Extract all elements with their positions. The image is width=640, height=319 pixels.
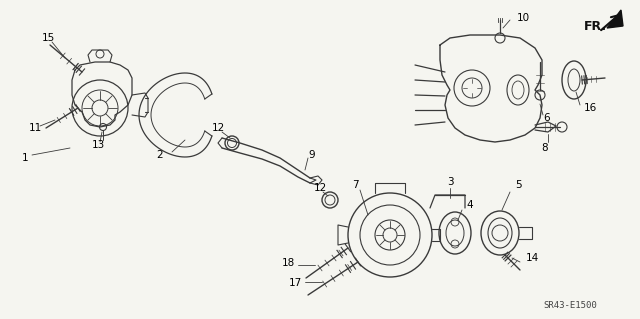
Text: 2: 2 [157, 150, 163, 160]
Polygon shape [607, 10, 623, 28]
Text: 16: 16 [584, 103, 596, 113]
Text: 18: 18 [282, 258, 294, 268]
Text: 5: 5 [515, 180, 522, 190]
Text: 8: 8 [541, 143, 548, 153]
Text: 13: 13 [92, 140, 104, 150]
Text: FR.: FR. [584, 19, 607, 33]
Text: 9: 9 [308, 150, 316, 160]
Text: 4: 4 [467, 200, 474, 210]
Text: 11: 11 [28, 123, 42, 133]
FancyArrowPatch shape [601, 15, 618, 30]
Text: 14: 14 [525, 253, 539, 263]
Text: 1: 1 [22, 153, 28, 163]
Text: 17: 17 [289, 278, 301, 288]
Text: 12: 12 [314, 183, 326, 193]
Text: 12: 12 [211, 123, 225, 133]
Text: SR43-E1500: SR43-E1500 [543, 300, 597, 309]
Text: 6: 6 [544, 113, 550, 123]
Text: 7: 7 [352, 180, 358, 190]
Text: 10: 10 [516, 13, 529, 23]
Text: 15: 15 [42, 33, 54, 43]
Text: 3: 3 [447, 177, 453, 187]
